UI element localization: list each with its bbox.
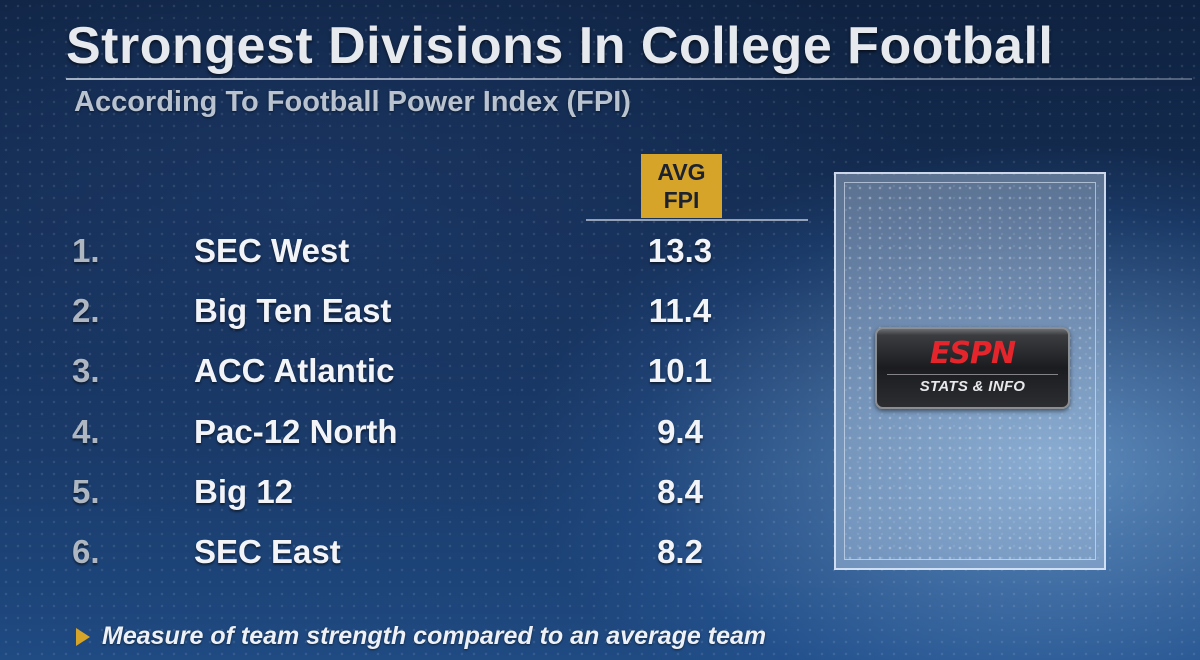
rank-number: 2. (72, 292, 100, 329)
logo-divider (887, 374, 1058, 375)
espn-stats-info-logo: ESPN STATS & INFO (875, 327, 1070, 409)
division-name: SEC West (194, 232, 350, 269)
rank-number: 4. (72, 413, 100, 450)
avg-fpi-value: 10.1 (647, 352, 713, 389)
footnote: Measure of team strength compared to an … (76, 622, 766, 651)
rank-number: 3. (72, 352, 100, 389)
footnote-text: Measure of team strength compared to an … (102, 622, 767, 650)
title-divider (66, 78, 1192, 80)
page-subtitle: According To Football Power Index (FPI) (74, 86, 631, 118)
espn-logo-mark: ESPN (929, 336, 1016, 371)
avg-fpi-value: 9.4 (657, 413, 703, 450)
table-row: 5. Big 12 8.4 (0, 473, 820, 533)
avg-fpi-value: 8.4 (657, 473, 703, 510)
rank-number: 6. (72, 533, 100, 570)
column-header-divider (586, 219, 808, 221)
division-name: ACC Atlantic (194, 352, 395, 389)
avg-fpi-value: 11.4 (648, 292, 712, 329)
table-row: 1. SEC West 13.3 (0, 232, 820, 292)
table-row: 3. ACC Atlantic 10.1 (0, 352, 820, 412)
table-row: 6. SEC East 8.2 (0, 533, 820, 593)
avg-fpi-column-header: AVG FPI (641, 154, 722, 218)
page-title: Strongest Divisions In College Football (66, 17, 1054, 75)
column-header-line1: AVG (657, 159, 706, 185)
avg-fpi-value: 13.3 (647, 232, 713, 269)
division-name: Big 12 (194, 473, 294, 510)
table-row: 4. Pac-12 North 9.4 (0, 413, 820, 473)
rank-number: 5. (72, 473, 100, 510)
avg-fpi-value: 8.2 (657, 533, 703, 570)
rank-number: 1. (72, 232, 100, 269)
play-arrow-icon (76, 627, 90, 646)
table-row: 2. Big Ten East 11.4 (0, 292, 820, 352)
column-header-line2: FPI (663, 187, 700, 213)
logo-subtitle: STATS & INFO (919, 378, 1026, 395)
division-name: Big Ten East (194, 292, 392, 329)
division-name: SEC East (194, 533, 341, 570)
division-name: Pac-12 North (194, 413, 398, 450)
